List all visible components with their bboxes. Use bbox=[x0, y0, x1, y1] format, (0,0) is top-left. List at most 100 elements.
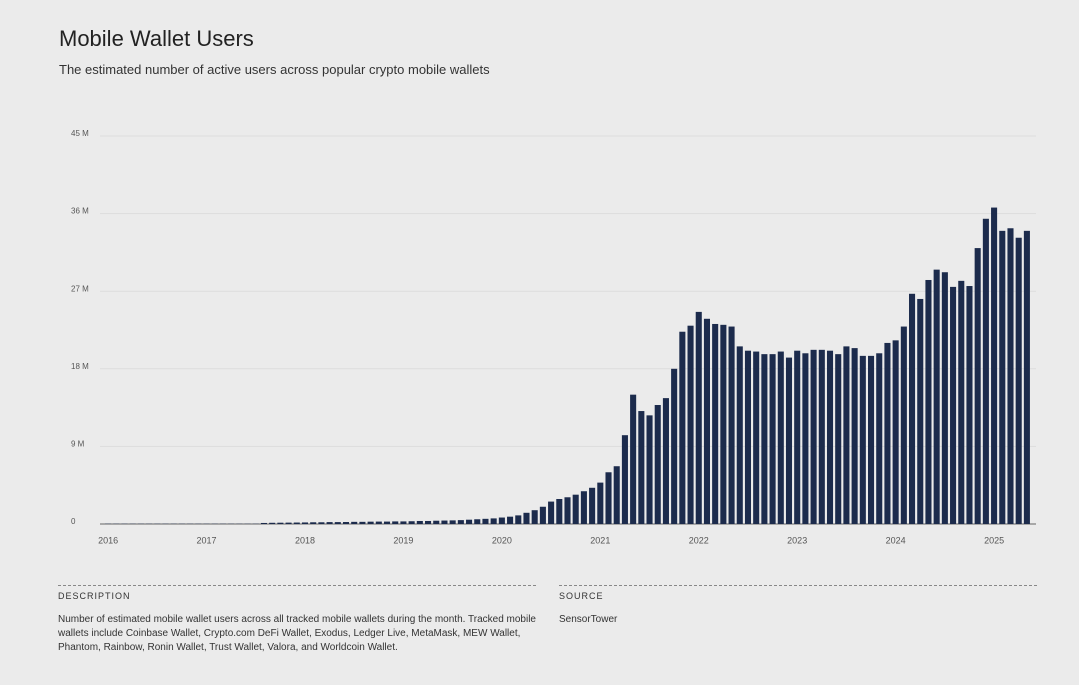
bar bbox=[679, 331, 686, 524]
bar bbox=[695, 311, 702, 524]
bar bbox=[301, 522, 309, 524]
bar bbox=[941, 272, 948, 524]
bar bbox=[884, 342, 891, 524]
bar bbox=[433, 520, 440, 524]
bar bbox=[285, 522, 292, 524]
bar bbox=[466, 519, 473, 524]
bar bbox=[744, 350, 752, 524]
bar bbox=[539, 506, 546, 524]
bar bbox=[974, 248, 981, 525]
bar bbox=[449, 520, 456, 524]
bar bbox=[900, 326, 907, 524]
bar bbox=[785, 357, 793, 524]
bar bbox=[794, 350, 801, 524]
bar bbox=[498, 517, 505, 524]
bar bbox=[334, 522, 341, 524]
bar bbox=[1015, 237, 1022, 524]
chart: 0 9 M 18 M 27 M 36 M 45 M 2016 2017 2018 2019 2020… bbox=[71, 129, 1036, 545]
bar bbox=[925, 279, 932, 524]
bar bbox=[662, 398, 669, 524]
bar bbox=[703, 318, 710, 524]
bar bbox=[367, 521, 374, 524]
bar bbox=[638, 411, 645, 524]
source: SensorTower bbox=[559, 614, 618, 625]
y-tick-label: 27 M bbox=[71, 284, 89, 293]
bar bbox=[613, 466, 620, 524]
bar bbox=[515, 515, 522, 524]
bar bbox=[375, 521, 382, 524]
description: Number of estimated mobile wallet users … bbox=[58, 614, 536, 653]
bar bbox=[843, 346, 850, 524]
bar bbox=[826, 350, 834, 524]
bar bbox=[630, 394, 637, 524]
bar bbox=[507, 516, 514, 524]
y-tick-label: 45 M bbox=[71, 129, 89, 138]
description-label: DESCRIPTION bbox=[58, 591, 131, 601]
bar bbox=[318, 522, 325, 524]
y-tick-label: 36 M bbox=[71, 207, 89, 216]
bar bbox=[531, 510, 538, 524]
bar bbox=[425, 520, 432, 524]
bar bbox=[392, 521, 399, 524]
x-tick-label: 2017 bbox=[197, 535, 217, 545]
bar bbox=[909, 293, 916, 524]
divider bbox=[559, 585, 1037, 586]
bar bbox=[736, 346, 743, 524]
bar bbox=[999, 230, 1006, 524]
bar bbox=[892, 340, 899, 524]
bar bbox=[991, 207, 998, 524]
bar bbox=[416, 520, 423, 524]
x-tick-label: 2021 bbox=[590, 535, 610, 545]
bar bbox=[867, 355, 875, 524]
bar bbox=[293, 522, 300, 524]
bar bbox=[810, 349, 817, 524]
bar bbox=[277, 522, 284, 524]
bar bbox=[933, 269, 940, 524]
x-tick-label: 2018 bbox=[295, 535, 315, 545]
bar bbox=[457, 520, 464, 524]
x-tick-label: 2019 bbox=[393, 535, 413, 545]
bar bbox=[1007, 228, 1014, 524]
source-label: SOURCE bbox=[559, 591, 604, 601]
bar bbox=[605, 472, 612, 524]
bar bbox=[802, 353, 809, 524]
bar bbox=[982, 218, 989, 525]
x-tick-label: 2025 bbox=[984, 535, 1004, 545]
bar bbox=[769, 354, 776, 524]
x-tick-label: 2024 bbox=[886, 535, 906, 545]
bar bbox=[572, 494, 579, 524]
y-tick-label: 18 M bbox=[71, 362, 89, 371]
bar bbox=[753, 351, 760, 524]
bar bbox=[654, 405, 661, 524]
bar bbox=[351, 521, 358, 524]
bar bbox=[482, 518, 489, 524]
y-tick-label: 9 M bbox=[71, 440, 85, 449]
bar bbox=[687, 325, 694, 524]
bar bbox=[950, 286, 957, 524]
bar bbox=[490, 518, 497, 524]
bar bbox=[859, 355, 866, 524]
bar bbox=[400, 521, 407, 524]
x-tick-label: 2022 bbox=[689, 535, 709, 545]
bar bbox=[917, 298, 924, 524]
bar bbox=[1023, 230, 1030, 524]
bar bbox=[564, 497, 571, 524]
bar bbox=[408, 521, 415, 524]
bar bbox=[589, 487, 596, 524]
bar bbox=[646, 415, 653, 524]
bar bbox=[269, 522, 276, 524]
bar bbox=[851, 348, 858, 524]
bar bbox=[621, 435, 628, 524]
bar bbox=[835, 354, 842, 524]
bar bbox=[958, 280, 965, 524]
y-tick-label: 0 bbox=[71, 517, 76, 526]
x-tick-label: 2016 bbox=[98, 535, 118, 545]
bar bbox=[580, 491, 587, 524]
bar bbox=[310, 522, 317, 524]
bar bbox=[359, 521, 366, 524]
bar bbox=[761, 354, 768, 524]
bar bbox=[548, 501, 555, 524]
x-tick-label: 2020 bbox=[492, 535, 512, 545]
bar bbox=[556, 498, 563, 524]
